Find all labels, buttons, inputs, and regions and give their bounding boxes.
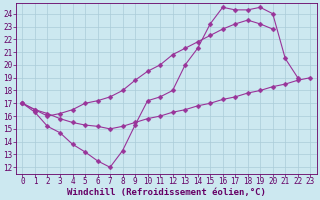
X-axis label: Windchill (Refroidissement éolien,°C): Windchill (Refroidissement éolien,°C) <box>67 188 266 197</box>
